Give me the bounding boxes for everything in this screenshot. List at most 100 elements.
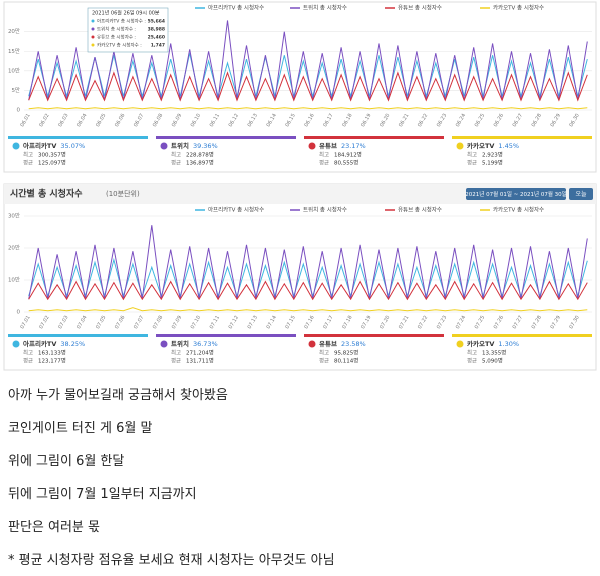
stat-max-label: 최고 <box>23 151 33 159</box>
chart-title: 시간별 총 시청자수 <box>10 188 83 200</box>
stat-bar <box>156 136 296 139</box>
tooltip <box>87 7 169 53</box>
stat-max-label: 최고 <box>319 349 329 357</box>
stat-share: 23.58% <box>341 340 366 348</box>
stat-avg: 136,897명 <box>186 160 214 167</box>
stat-icon <box>12 340 20 348</box>
stat-icon <box>12 142 20 150</box>
tooltip-dot <box>91 43 95 47</box>
legend-label: 트위치 총 시청자수 <box>303 4 347 12</box>
stat-avg-label: 평균 <box>23 358 33 365</box>
series-line <box>28 107 588 110</box>
legend-label: 아프리카TV 총 시청자수 <box>208 4 264 12</box>
stat-avg: 80,114명 <box>334 358 358 365</box>
tooltip-row-label: 유튜브 총 시청자수 : <box>97 34 136 41</box>
stat-bar <box>156 334 296 337</box>
stat-max: 2,923명 <box>482 152 503 159</box>
stat-share: 35.07% <box>60 142 85 150</box>
stat-icon <box>456 340 464 348</box>
post-line: 판단은 여러분 몫 <box>8 520 100 535</box>
y-tick-label: 20만 <box>8 27 20 35</box>
stat-avg: 5,090명 <box>482 358 503 365</box>
series-line <box>28 20 588 101</box>
stat-share: 1.45% <box>498 142 519 150</box>
stat-avg: 131,711명 <box>186 358 214 365</box>
post-body: 아까 누가 물어보길래 궁금해서 찾아봤음 코인게이트 터진 게 6월 말 위에 그… <box>8 384 335 576</box>
legend-label: 카카오TV 총 시청자수 <box>493 206 544 214</box>
panel-header <box>4 184 596 204</box>
y-tick-label: 15만 <box>8 47 20 55</box>
stat-max-label: 최고 <box>467 349 477 357</box>
tooltip-row-label: 카카오TV 총 시청자수 : <box>97 42 142 49</box>
stat-avg-label: 평균 <box>467 160 477 167</box>
stat-name: 카카오TV <box>467 339 494 348</box>
stat-max-label: 최고 <box>467 151 477 159</box>
y-tick-label: 20만 <box>8 244 20 252</box>
stat-max-label: 최고 <box>23 349 33 357</box>
stat-avg-label: 평균 <box>467 358 477 365</box>
stat-max-label: 최고 <box>319 151 329 159</box>
stat-icon <box>308 142 316 150</box>
y-tick-label: 0 <box>17 108 21 114</box>
stat-bar <box>452 136 592 139</box>
stat-avg: 80,555명 <box>334 160 358 167</box>
stat-share: 1.30% <box>498 340 519 348</box>
y-tick-label: 0 <box>17 310 21 316</box>
range-button-label[interactable]: 2021년 07월 01일 ~ 2021년 07월 30일 <box>465 190 566 198</box>
stat-name: 아프리카TV <box>23 339 56 348</box>
tooltip-dot <box>91 27 95 31</box>
tooltip-row-label: 트위치 총 시청자수 : <box>97 26 136 33</box>
stat-max: 95,825명 <box>334 350 358 357</box>
tooltip-row-value: 1,747 <box>151 43 165 49</box>
stat-share: 38.25% <box>60 340 85 348</box>
stat-avg: 123,177명 <box>38 358 66 365</box>
stat-share: 39.36% <box>193 142 218 150</box>
legend-label: 유튜브 총 시청자수 <box>398 4 442 12</box>
stat-max: 163,133명 <box>38 350 66 357</box>
post-line: * 평균 시청자랑 점유율 보세요 현재 시청자는 아무것도 아님 <box>8 553 335 568</box>
stat-avg: 125,097명 <box>38 160 66 167</box>
stat-max-label: 최고 <box>171 349 181 357</box>
stat-bar <box>8 334 148 337</box>
stat-max: 13,355명 <box>482 350 506 357</box>
stat-icon <box>456 142 464 150</box>
series-line <box>28 307 588 312</box>
stat-share: 23.17% <box>341 142 366 150</box>
y-tick-label: 5만 <box>11 86 20 94</box>
today-button[interactable] <box>569 188 593 200</box>
stat-max: 228,878명 <box>186 152 214 159</box>
tooltip-row-value: 25,460 <box>148 35 165 41</box>
tooltip-title: 2021년 06월 26일 09시 00분 <box>92 10 160 17</box>
stat-avg-label: 평균 <box>171 160 181 167</box>
post-line: 아까 누가 물어보길래 궁금해서 찾아봤음 <box>8 388 228 403</box>
tooltip-dot <box>91 19 95 23</box>
tooltip-row-label: 아프리카TV 총 시청자수 : <box>97 18 146 25</box>
tooltip-row-value: 38,988 <box>148 27 165 33</box>
range-button[interactable] <box>466 188 566 200</box>
stat-avg: 5,199명 <box>482 160 503 167</box>
panel <box>3 183 597 371</box>
stat-avg-label: 평균 <box>319 358 329 365</box>
stat-bar <box>304 334 444 337</box>
stat-bar <box>304 136 444 139</box>
legend-label: 유튜브 총 시청자수 <box>398 206 442 214</box>
post-line: 뒤에 그림이 7월 1일부터 지금까지 <box>8 487 197 502</box>
today-button-label[interactable]: 오늘 <box>575 191 587 198</box>
stat-name: 아프리카TV <box>23 141 56 150</box>
legend-label: 트위치 총 시청자수 <box>303 206 347 214</box>
stat-max: 271,204명 <box>186 350 214 357</box>
tooltip-row-value: 55,664 <box>148 19 165 25</box>
stat-icon <box>160 142 168 150</box>
stat-max: 300,357명 <box>38 152 66 159</box>
stat-icon <box>308 340 316 348</box>
stat-bar <box>452 334 592 337</box>
post-line: 위에 그림이 6월 한달 <box>8 454 125 469</box>
y-tick-label: 10만 <box>8 276 20 284</box>
stat-max: 184,912명 <box>334 152 362 159</box>
legend-label: 아프리카TV 총 시청자수 <box>208 206 264 214</box>
chart-subtitle: (10분단위) <box>106 189 140 198</box>
stat-avg-label: 평균 <box>23 160 33 167</box>
series-line <box>28 71 588 102</box>
stat-icon <box>160 340 168 348</box>
